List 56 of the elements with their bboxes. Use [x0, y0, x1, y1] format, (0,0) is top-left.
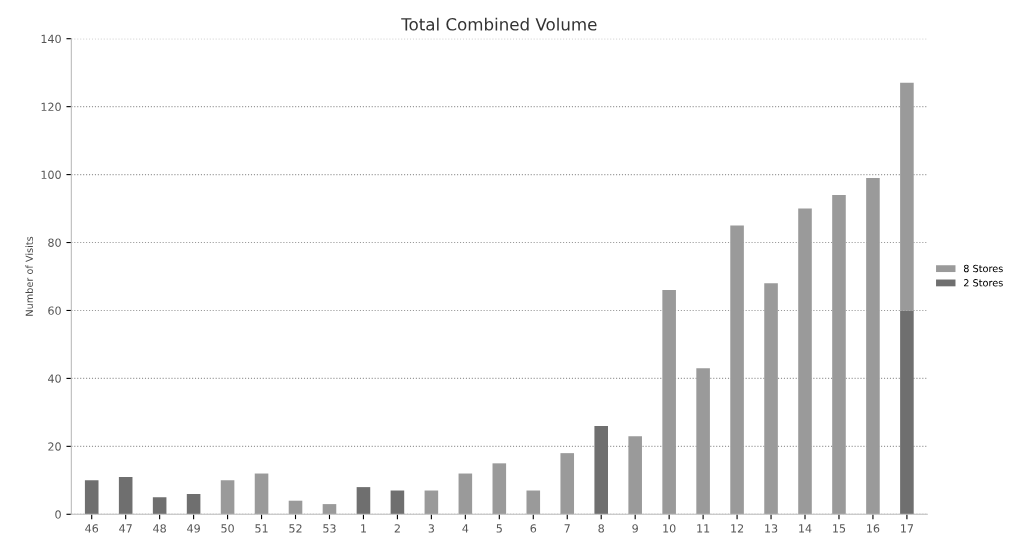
x-tick-label: 13	[765, 524, 778, 533]
legend-label: 2 Stores	[963, 279, 1003, 287]
x-tick-label: 48	[153, 524, 166, 533]
y-tick-label: 40	[48, 374, 61, 383]
bar	[254, 473, 269, 515]
x-tick-label: 9	[632, 524, 638, 533]
bar	[526, 490, 541, 515]
y-tick-label: 60	[48, 306, 61, 315]
bar	[186, 493, 201, 515]
bar	[458, 473, 473, 515]
legend-label: 8 Stores	[963, 264, 1003, 273]
x-tick-label: 3	[428, 524, 435, 533]
bar	[424, 490, 439, 515]
bar	[594, 425, 608, 515]
x-tick-label: 51	[255, 524, 268, 533]
y-tick-label: 0	[55, 510, 61, 519]
x-tick-label: 14	[799, 524, 812, 533]
bar	[560, 453, 575, 515]
x-tick-label: 11	[697, 524, 710, 533]
x-tick-label: 47	[119, 524, 132, 533]
y-axis-title: Number of Visits	[25, 236, 33, 316]
chart-title: Total Combined Volume	[401, 17, 597, 31]
x-tick-label: 2	[394, 524, 400, 533]
y-tick-label: 20	[48, 442, 61, 451]
bar	[220, 480, 235, 515]
x-tick-label: 52	[289, 524, 302, 533]
x-tick-label: 49	[187, 524, 200, 533]
bar	[900, 310, 914, 515]
x-tick-label: 53	[323, 524, 336, 533]
x-tick-label: 15	[833, 524, 846, 533]
x-tick-label: 50	[221, 524, 234, 533]
x-tick-label: 8	[598, 524, 604, 533]
bar	[390, 490, 405, 515]
bar	[152, 497, 167, 515]
bar	[356, 487, 371, 515]
x-tick-label: 6	[530, 524, 537, 533]
x-tick-label: 7	[564, 524, 570, 533]
x-tick-label: 16	[867, 524, 880, 533]
y-tick-label: 140	[41, 34, 61, 44]
y-tick-label: 120	[41, 102, 61, 112]
x-tick-label: 17	[901, 524, 914, 533]
bar	[492, 463, 507, 515]
x-tick-label: 46	[85, 524, 99, 533]
x-tick-label: 12	[731, 524, 744, 533]
bar	[84, 480, 99, 515]
y-tick-label: 100	[41, 170, 61, 179]
x-tick-label: 1	[361, 524, 366, 533]
x-tick-label: 10	[663, 524, 676, 533]
x-tick-label: 5	[496, 524, 502, 533]
x-tick-label: 4	[462, 524, 469, 533]
bar	[288, 500, 303, 515]
bar	[118, 476, 133, 515]
bar	[696, 368, 710, 515]
bar	[662, 290, 676, 515]
y-tick-label: 80	[48, 238, 61, 247]
bar	[322, 504, 337, 515]
